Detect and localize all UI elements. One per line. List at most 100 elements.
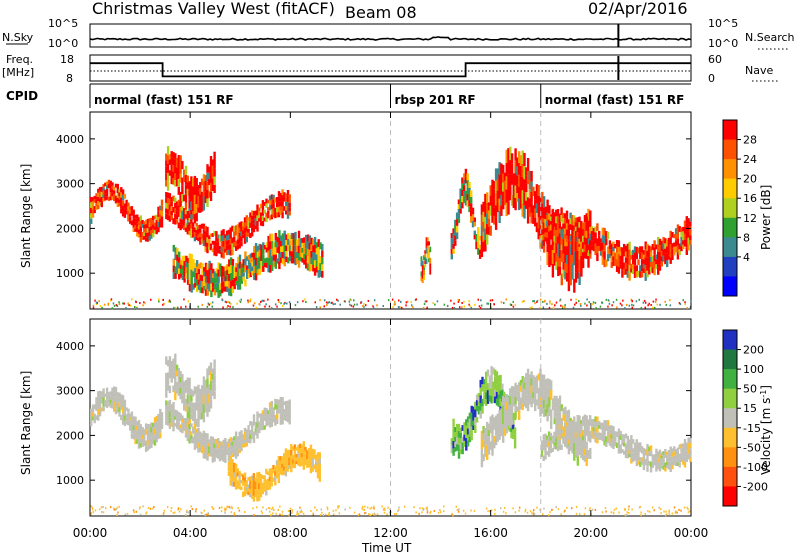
velocity-scatter-cell <box>452 514 454 517</box>
power-cell <box>141 231 144 236</box>
velocity-scatter-cell <box>397 508 400 511</box>
velocity-cell <box>100 391 103 396</box>
velocity-cell <box>494 389 497 397</box>
velocity-cell <box>188 387 191 398</box>
velocity-cell <box>231 449 234 454</box>
power-cell <box>310 264 313 271</box>
velocity-cell <box>457 423 461 431</box>
power-cell <box>455 232 459 240</box>
velocity-cell <box>281 456 284 461</box>
velocity-cell <box>259 488 263 493</box>
velocity-cell <box>174 416 177 420</box>
power-cell <box>461 177 464 184</box>
power-cell <box>243 227 247 234</box>
power-scatter-cell <box>255 306 257 309</box>
velocity-scatter-cell <box>299 506 301 509</box>
ytick-label: 4000 <box>56 340 84 353</box>
velocity-cell <box>95 406 98 411</box>
power-cell <box>461 202 464 209</box>
power-cell <box>165 197 168 203</box>
power-cell <box>562 233 565 239</box>
power-cell <box>542 222 545 229</box>
power-cell <box>261 205 265 211</box>
power-cell <box>229 257 233 266</box>
velocity-cell <box>215 443 218 449</box>
velocity-cell <box>587 423 590 427</box>
power-cell <box>580 220 583 228</box>
power-cell <box>97 188 100 193</box>
velocity-cell <box>642 459 646 465</box>
velocity-cell <box>514 411 517 419</box>
velocity-cell <box>166 372 170 379</box>
power-cell <box>657 267 660 275</box>
power-cell <box>599 251 603 256</box>
power-scatter-cell <box>450 299 452 302</box>
power-cell <box>160 222 164 228</box>
power-cell <box>181 194 184 203</box>
colorbar-tick-label: 12 <box>743 212 757 225</box>
power-cell <box>200 233 204 239</box>
velocity-cell <box>263 478 266 482</box>
velocity-cell <box>229 462 232 468</box>
power-cell <box>452 248 455 254</box>
velocity-cell <box>172 425 175 432</box>
velocity-cell <box>109 391 112 396</box>
velocity-cell <box>165 389 168 398</box>
power-cell <box>204 197 207 204</box>
velocity-cell <box>258 471 261 478</box>
power-cell <box>127 217 130 222</box>
velocity-scatter-cell <box>184 514 187 516</box>
velocity-cell <box>608 433 612 438</box>
power-cell <box>166 192 170 199</box>
velocity-cell <box>468 412 472 419</box>
velocity-cell <box>474 409 477 418</box>
velocity-cell <box>165 410 168 416</box>
velocity-cell <box>542 383 546 392</box>
power-cell <box>610 261 613 268</box>
power-cell <box>305 234 308 242</box>
velocity-cell <box>177 412 180 416</box>
power-cell <box>308 264 311 272</box>
velocity-cell <box>109 403 112 408</box>
power-cell <box>657 236 660 245</box>
velocity-scatter-cell <box>615 507 617 510</box>
power-cell <box>514 160 517 174</box>
velocity-cell <box>687 437 690 443</box>
power-cell <box>251 220 254 226</box>
power-scatter-cell <box>99 305 102 308</box>
velocity-cell <box>658 467 662 472</box>
velocity-scatter-cell <box>116 506 118 509</box>
velocity-cell <box>283 412 286 417</box>
velocity-cell <box>240 480 243 484</box>
velocity-cell <box>283 416 286 421</box>
velocity-cell <box>516 384 519 391</box>
power-cell <box>630 250 633 256</box>
power-cell <box>267 199 270 204</box>
velocity-scatter-cell <box>505 512 507 515</box>
power-cell <box>296 251 299 258</box>
velocity-cell <box>293 444 297 450</box>
velocity-cell <box>174 362 177 373</box>
power-cell <box>312 265 315 272</box>
power-cell <box>165 153 168 161</box>
power-cell <box>528 180 531 190</box>
power-cell <box>197 234 200 238</box>
power-cell <box>580 227 583 235</box>
power-cell <box>249 212 252 218</box>
velocity-cell <box>267 421 270 426</box>
velocity-cell <box>120 394 123 400</box>
velocity-cell <box>146 429 150 435</box>
power-scatter-cell <box>644 301 647 304</box>
velocity-cell <box>590 426 594 431</box>
velocity-cell <box>268 407 272 413</box>
power-scatter-cell <box>415 298 417 301</box>
velocity-cell <box>184 418 188 422</box>
velocity-cell <box>222 453 225 458</box>
power-cell <box>530 181 533 192</box>
velocity-cell <box>175 382 179 388</box>
power-cell <box>170 210 173 216</box>
velocity-scatter-cell <box>190 505 192 508</box>
velocity-cell <box>300 453 304 458</box>
power-cell <box>673 242 676 247</box>
power-scatter-cell <box>422 306 425 309</box>
